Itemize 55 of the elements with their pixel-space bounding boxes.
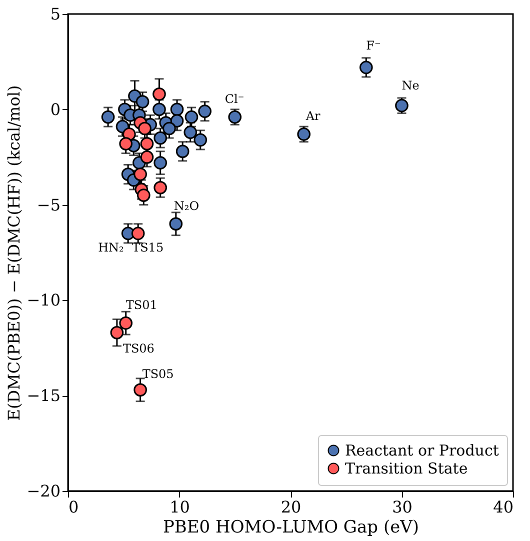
x-tick-label: 10 — [170, 498, 190, 516]
annotation: Ne — [402, 78, 420, 93]
point — [169, 217, 183, 231]
point — [184, 126, 198, 139]
point — [176, 144, 190, 158]
x-tick-label: 30 — [392, 498, 412, 516]
point — [154, 131, 168, 145]
y-axis-title: E(DMC(PBE0)) − E(DMC(HF)) (kcal/mol) — [4, 85, 24, 421]
point — [138, 122, 152, 136]
x-tick-label: 40 — [493, 498, 514, 516]
annotation: N₂O — [174, 198, 200, 213]
x-axis-title: PBE0 HOMO-LUMO Gap (eV) — [162, 518, 420, 538]
annotation: F⁻ — [366, 38, 381, 52]
point — [152, 102, 166, 116]
y-tick-label: −15 — [26, 386, 60, 406]
point — [162, 122, 176, 136]
x-tick-label: 0 — [68, 498, 79, 516]
annotation: TS05 — [142, 366, 174, 381]
point — [297, 128, 311, 141]
point — [119, 316, 133, 330]
point — [154, 156, 168, 170]
y-tick-label: 0 — [50, 100, 60, 119]
annotation: TS15 — [132, 240, 164, 254]
annotation: TS06 — [122, 342, 154, 356]
point — [154, 180, 168, 194]
x-tick-label: 20 — [280, 498, 302, 516]
y-tick-label: −20 — [26, 482, 60, 500]
point — [170, 114, 184, 128]
legend-label: Reactant or Product — [345, 442, 499, 460]
point — [184, 110, 198, 124]
annotation: Cl⁻ — [224, 92, 244, 106]
point — [198, 104, 212, 118]
point — [140, 137, 154, 150]
annotation: Ar — [304, 109, 321, 124]
annotation: TS01 — [126, 298, 158, 312]
legend-label: Transition State — [345, 460, 468, 478]
point — [134, 168, 147, 181]
point — [152, 87, 166, 101]
point — [140, 150, 154, 164]
point — [131, 226, 145, 240]
annotation: HN₂ — [98, 240, 124, 254]
point — [136, 95, 150, 108]
point — [395, 98, 408, 112]
point — [194, 133, 208, 147]
point — [134, 383, 147, 397]
y-tick-label: −5 — [36, 195, 60, 214]
y-tick-label: −10 — [26, 290, 60, 310]
point — [170, 102, 184, 116]
point — [359, 60, 373, 74]
point — [119, 137, 133, 150]
point — [228, 110, 242, 124]
point — [110, 326, 124, 340]
point — [101, 110, 115, 124]
y-tick-label: 5 — [50, 4, 60, 24]
point — [136, 188, 150, 202]
